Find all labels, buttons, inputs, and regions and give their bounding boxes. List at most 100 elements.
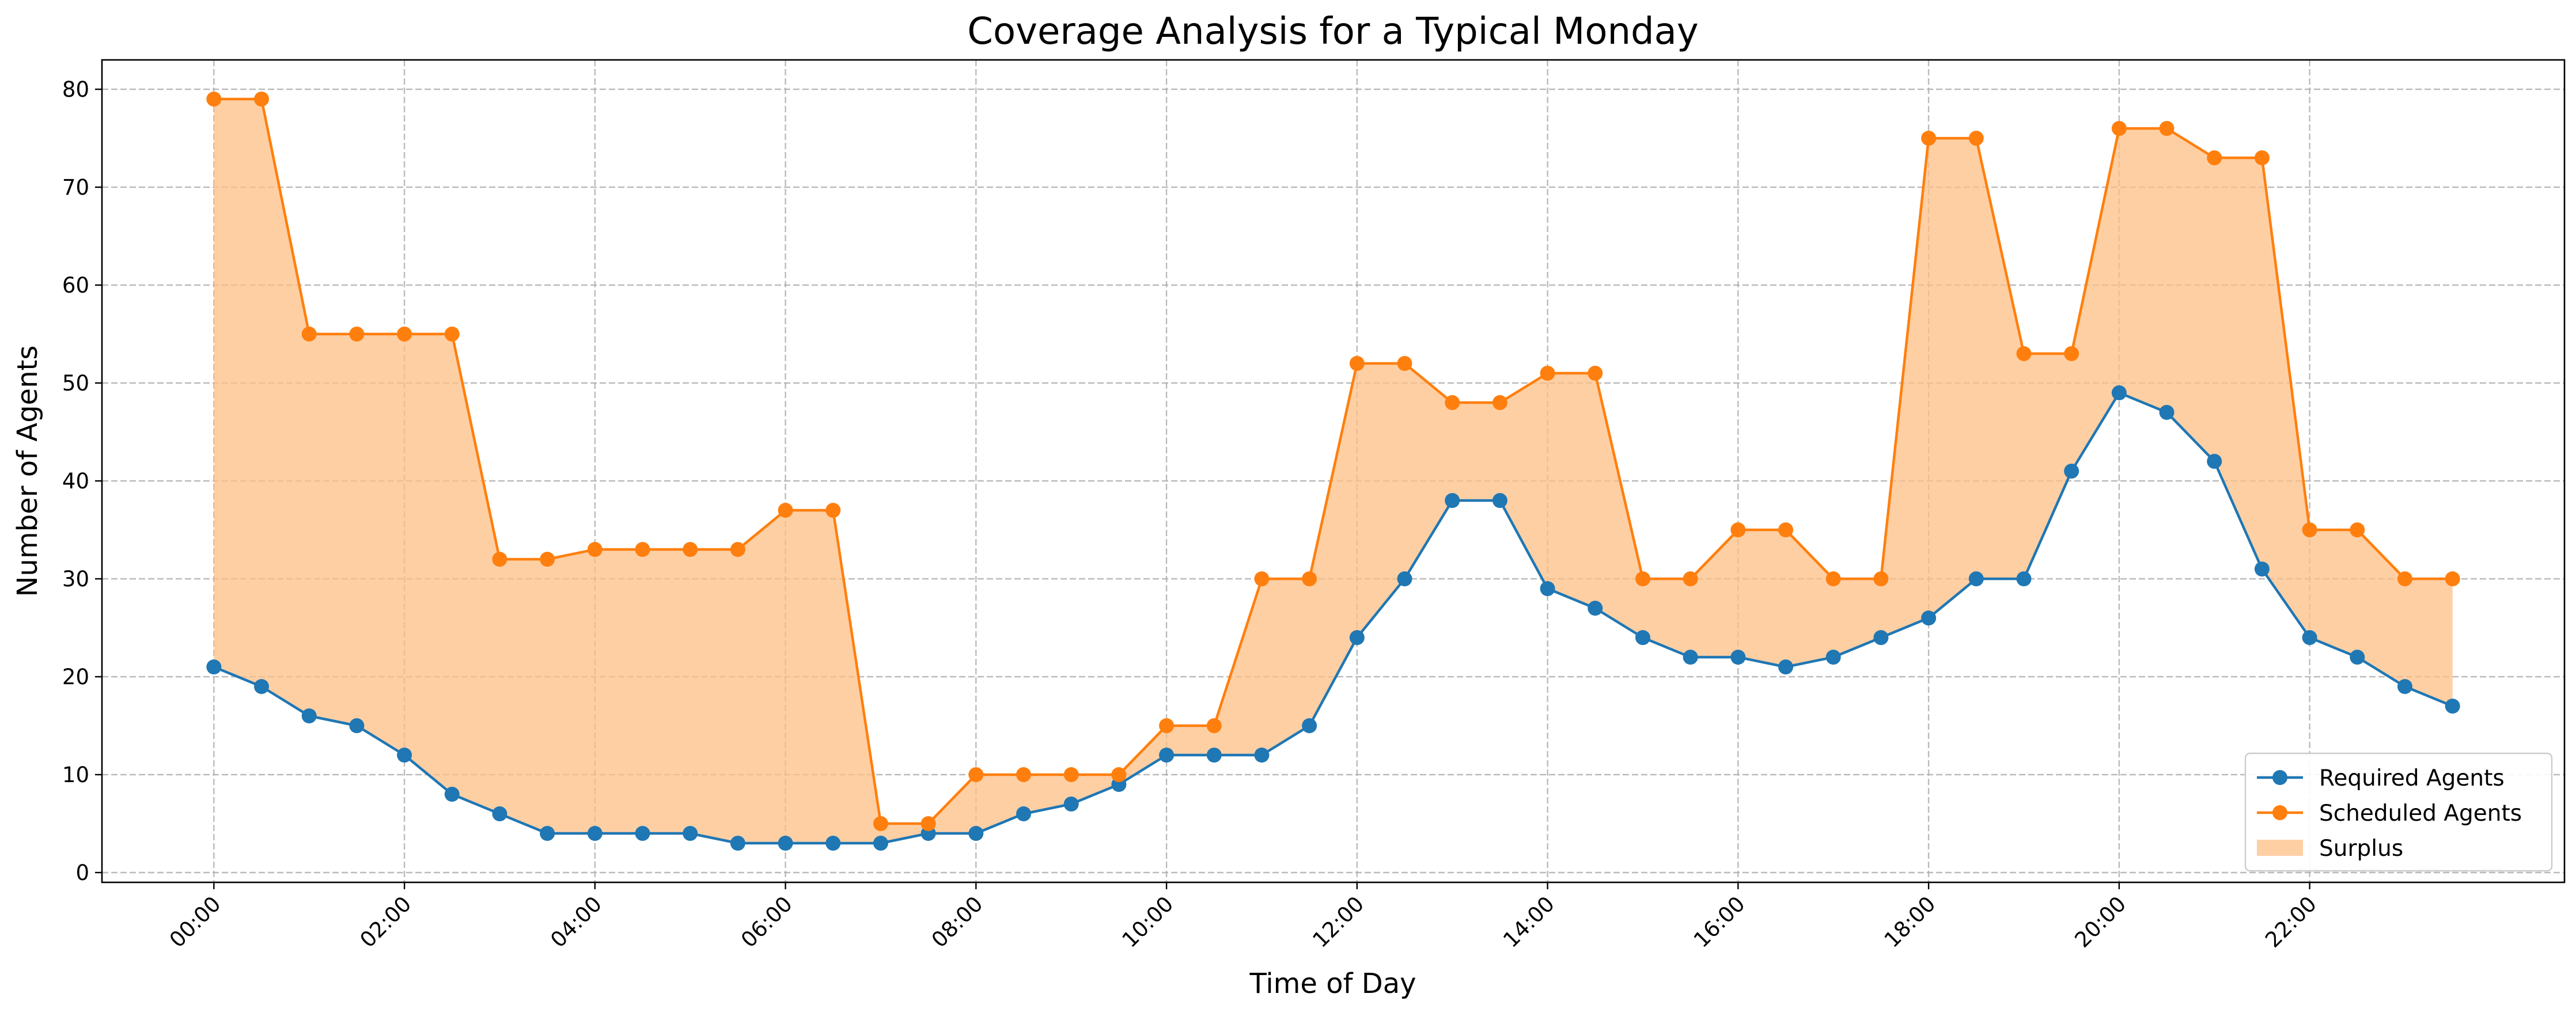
- scheduled-agents-point: [301, 327, 317, 342]
- scheduled-agents-point: [968, 767, 984, 782]
- required-agents-point: [2302, 630, 2317, 645]
- required-agents-point: [2016, 571, 2032, 586]
- x-tick-label: 02:00: [355, 892, 416, 953]
- x-tick-label: 00:00: [165, 892, 226, 953]
- required-agents-point: [2350, 650, 2365, 665]
- scheduled-agents-point: [1588, 366, 1603, 381]
- legend-patch-surplus: [2257, 840, 2303, 856]
- required-agents-point: [1302, 718, 1317, 733]
- required-agents-point: [1016, 806, 1032, 821]
- x-tick-label: 10:00: [1117, 892, 1179, 953]
- scheduled-agents-point: [349, 327, 365, 342]
- required-agents-point: [1445, 493, 1460, 508]
- required-agents-point: [1349, 630, 1365, 645]
- scheduled-agents-point: [778, 503, 793, 518]
- required-agents-point: [397, 748, 412, 763]
- scheduled-agents-point: [683, 542, 698, 557]
- scheduled-agents-point: [1873, 571, 1889, 586]
- required-agents-point: [1873, 630, 1889, 645]
- scheduled-agents-point: [1111, 767, 1127, 782]
- scheduled-agents-point: [1254, 571, 1270, 586]
- scheduled-agents-point: [1206, 718, 1222, 733]
- required-agents-point: [1921, 611, 1937, 625]
- series-layer: [206, 92, 2460, 851]
- scheduled-agents-point: [1302, 571, 1317, 586]
- y-tick-label: 60: [62, 273, 89, 298]
- required-agents-point: [635, 826, 650, 841]
- required-agents-point: [825, 836, 841, 851]
- scheduled-agents-point: [2159, 121, 2175, 136]
- required-agents-point: [349, 718, 365, 733]
- required-agents-point: [540, 826, 555, 841]
- x-tick-label: 08:00: [927, 892, 988, 953]
- required-agents-point: [1492, 493, 1507, 508]
- required-agents-point: [1397, 571, 1412, 586]
- required-agents-point: [301, 708, 317, 723]
- scheduled-agents-point: [1968, 131, 1984, 146]
- scheduled-agents-point: [2302, 522, 2317, 537]
- required-agents-point: [2445, 699, 2460, 714]
- x-tick-label: 18:00: [1880, 892, 1941, 953]
- x-tick-label: 16:00: [1689, 892, 1750, 953]
- scheduled-agents-point: [1921, 131, 1937, 146]
- required-agents-point: [1254, 748, 1270, 763]
- scheduled-agents-point: [1397, 356, 1412, 371]
- scheduled-agents-line: [214, 97, 2453, 825]
- scheduled-agents-point: [587, 542, 603, 557]
- y-tick-label: 20: [62, 665, 89, 689]
- required-agents-point: [1778, 659, 1794, 674]
- y-tick-label: 50: [62, 371, 89, 396]
- scheduled-agents-point: [2064, 346, 2079, 361]
- plot-frame: [101, 59, 2566, 884]
- scheduled-agents-point: [873, 816, 888, 831]
- scheduled-agents-point: [635, 542, 650, 557]
- scheduled-agents-point: [2207, 150, 2222, 165]
- required-agents-point: [206, 659, 222, 674]
- y-axis-label: Number of Agents: [12, 346, 44, 597]
- legend-label-scheduled-agents: Scheduled Agents: [2319, 801, 2522, 826]
- scheduled-agents-point: [2397, 571, 2412, 586]
- required-agents-point: [2111, 385, 2127, 400]
- required-agents-point: [1159, 748, 1175, 763]
- x-tick-label: 06:00: [736, 892, 797, 953]
- scheduled-agents-point: [1683, 571, 1698, 586]
- required-agents-point: [1683, 650, 1698, 665]
- scheduled-agents-point: [825, 503, 841, 518]
- y-tick-label: 70: [62, 175, 89, 200]
- scheduled-agents-point: [1159, 718, 1175, 733]
- scheduled-agents-point: [2254, 150, 2270, 165]
- required-agents-point: [2207, 454, 2222, 469]
- scheduled-agents-point: [920, 816, 936, 831]
- x-tick-label: 14:00: [1498, 892, 1559, 953]
- required-agents-point: [2397, 679, 2412, 694]
- scheduled-agents-point: [2016, 346, 2032, 361]
- scheduled-agents-point: [1730, 522, 1746, 537]
- scheduled-agents-point: [1540, 366, 1555, 381]
- required-agents-point: [968, 826, 984, 841]
- scheduled-agents-point: [1825, 571, 1841, 586]
- required-agents-point: [1825, 650, 1841, 665]
- y-tick-label: 80: [62, 77, 89, 102]
- required-agents-point: [1206, 748, 1222, 763]
- scheduled-agents-point: [1778, 522, 1794, 537]
- scheduled-agents-point: [2111, 121, 2127, 136]
- required-agents-point: [1968, 571, 1984, 586]
- scheduled-agents-point: [540, 552, 555, 567]
- scheduled-agents-point: [206, 92, 222, 107]
- required-agents-point: [492, 806, 507, 821]
- scheduled-agents-point: [1016, 767, 1032, 782]
- x-tick-label: 04:00: [545, 892, 607, 953]
- scheduled-agents-point: [1445, 395, 1460, 410]
- scheduled-agents-point: [730, 542, 745, 557]
- x-axis-label: Time of Day: [1249, 968, 1416, 1000]
- required-agents-point: [778, 836, 793, 851]
- legend-box: [2244, 752, 2553, 872]
- scheduled-agents-point: [1492, 395, 1507, 410]
- required-agents-point: [1540, 581, 1555, 596]
- required-agents-point: [1635, 630, 1650, 645]
- x-tick-label: 12:00: [1308, 892, 1369, 953]
- legend-marker-scheduled-agents: [2272, 805, 2287, 820]
- scheduled-agents-point: [254, 92, 270, 107]
